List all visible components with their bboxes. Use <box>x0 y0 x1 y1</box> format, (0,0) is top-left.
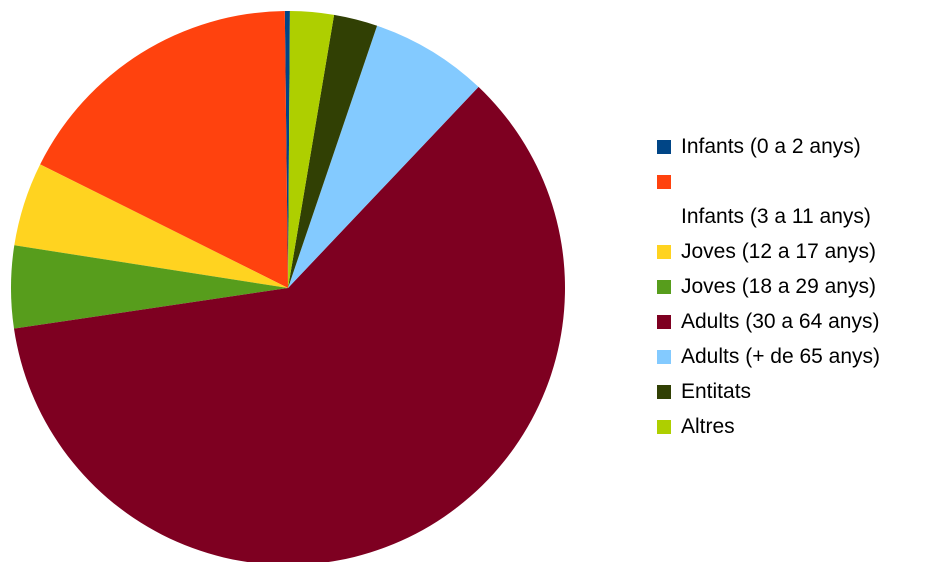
legend-swatch <box>657 140 671 154</box>
legend-swatch <box>657 385 671 399</box>
pie-slice-4 <box>10 245 288 329</box>
legend-label: Joves (18 a 29 anys) <box>681 275 876 298</box>
legend-label: Joves (12 a 17 anys) <box>681 240 876 263</box>
legend-label: Adults (+ de 65 anys) <box>681 345 881 368</box>
legend-swatch <box>657 175 671 189</box>
legend-swatch <box>657 420 671 434</box>
pie-slice-8 <box>288 11 335 288</box>
legend-swatch <box>657 245 671 259</box>
pie-slice-7 <box>288 14 378 289</box>
legend-swatch <box>657 315 671 329</box>
pie-slice-1 <box>284 11 290 288</box>
pie-slice-3 <box>14 164 289 288</box>
pie-slice-2 <box>40 11 288 289</box>
legend-label: Altres <box>681 415 735 438</box>
legend-label: Infants (0 a 2 anys) <box>681 135 861 158</box>
legend-label: Entitats <box>681 380 752 403</box>
legend-label: Infants (3 a 11 anys) <box>681 205 871 228</box>
legend-swatch <box>657 280 671 294</box>
legend-label: Adults (30 a 64 anys) <box>681 310 880 333</box>
pie-slice-6 <box>288 25 479 288</box>
legend-swatch <box>657 350 671 364</box>
pie-slice-5 <box>13 86 565 562</box>
